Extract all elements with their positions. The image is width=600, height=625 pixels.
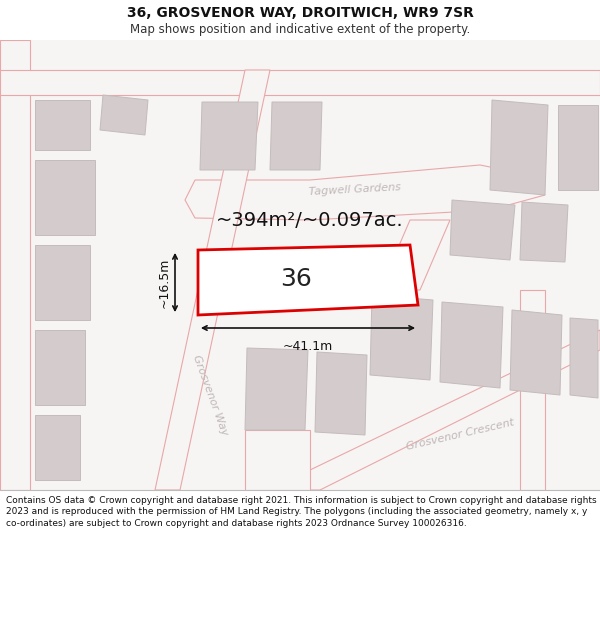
- Polygon shape: [520, 202, 568, 262]
- Polygon shape: [185, 165, 545, 220]
- Polygon shape: [270, 102, 322, 170]
- Text: ~16.5m: ~16.5m: [158, 258, 171, 308]
- Polygon shape: [300, 330, 600, 490]
- Polygon shape: [35, 415, 80, 480]
- Polygon shape: [450, 200, 515, 260]
- Polygon shape: [245, 430, 310, 490]
- Polygon shape: [198, 245, 418, 315]
- Polygon shape: [35, 330, 85, 405]
- Polygon shape: [0, 70, 600, 95]
- Polygon shape: [35, 100, 90, 150]
- Polygon shape: [35, 160, 95, 235]
- Text: Grosvenor Way: Grosvenor Way: [191, 353, 229, 437]
- Polygon shape: [520, 290, 545, 490]
- Polygon shape: [0, 40, 30, 490]
- Polygon shape: [155, 70, 270, 490]
- Polygon shape: [558, 105, 598, 190]
- Text: ~41.1m: ~41.1m: [283, 340, 333, 353]
- Polygon shape: [315, 352, 367, 435]
- Polygon shape: [245, 348, 308, 430]
- Text: Contains OS data © Crown copyright and database right 2021. This information is : Contains OS data © Crown copyright and d…: [6, 496, 596, 528]
- Polygon shape: [370, 295, 433, 380]
- Polygon shape: [490, 100, 548, 195]
- Polygon shape: [380, 220, 450, 290]
- Text: 36, GROSVENOR WAY, DROITWICH, WR9 7SR: 36, GROSVENOR WAY, DROITWICH, WR9 7SR: [127, 6, 473, 20]
- Polygon shape: [35, 245, 90, 320]
- Text: 36: 36: [280, 267, 312, 291]
- Text: ~394m²/~0.097ac.: ~394m²/~0.097ac.: [216, 211, 404, 229]
- Text: Tagwell Gardens: Tagwell Gardens: [308, 182, 401, 198]
- Polygon shape: [570, 318, 598, 398]
- Polygon shape: [100, 95, 148, 135]
- Polygon shape: [200, 102, 258, 170]
- Text: Grosvenor Crescent: Grosvenor Crescent: [405, 418, 515, 452]
- Polygon shape: [440, 302, 503, 388]
- Polygon shape: [510, 310, 562, 395]
- Polygon shape: [0, 40, 600, 490]
- Text: Map shows position and indicative extent of the property.: Map shows position and indicative extent…: [130, 23, 470, 36]
